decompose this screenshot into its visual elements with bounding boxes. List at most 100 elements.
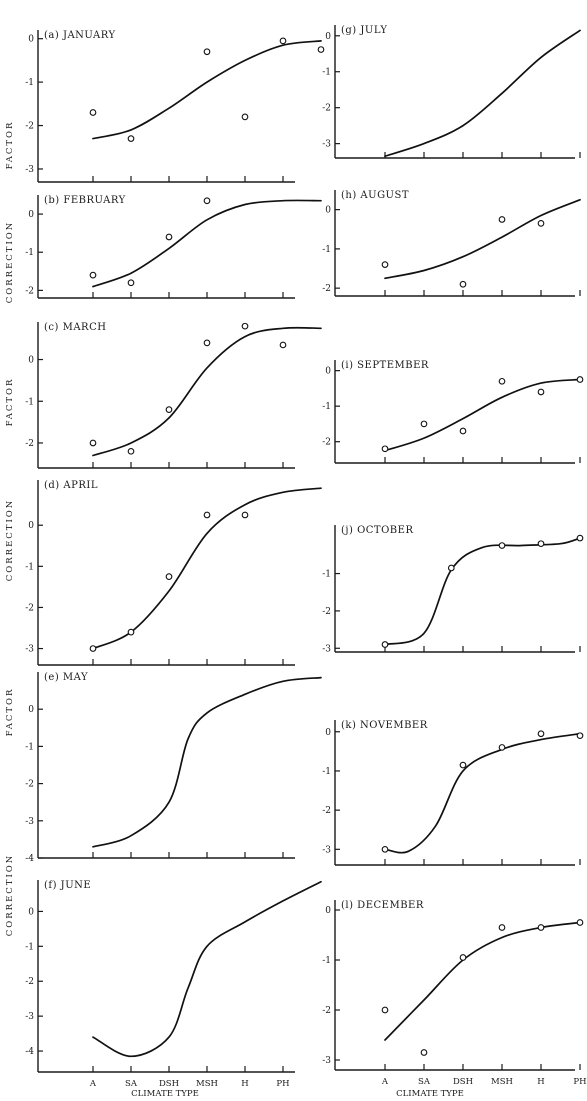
y-axis-labels: FACTOR CORRECTION FACTOR CORRECTION FACT… [5, 121, 15, 937]
x-tick-label: H [537, 1077, 544, 1087]
panel-8: 0 -1 -2 (h) AUGUST [322, 190, 581, 297]
y-tick-label: 0 [28, 521, 34, 531]
data-point [165, 406, 173, 413]
series-line [92, 676, 322, 848]
y-tick-label: 0 [325, 906, 331, 916]
data-point [498, 377, 506, 385]
data-point [89, 109, 97, 116]
y-tick-label: -1 [25, 397, 34, 407]
data-point [420, 420, 428, 428]
data-point [203, 511, 211, 519]
data-point [241, 322, 249, 330]
x-tick-label: SA [125, 1079, 138, 1089]
panel-4: 0 -1 -2 -3 (d) APRIL [25, 480, 322, 666]
y-tick-label: -2 [322, 104, 331, 114]
y-tick-label: -1 [25, 562, 34, 572]
ylabel-factor-2: FACTOR [5, 378, 15, 427]
y-tick-label: -2 [25, 286, 34, 296]
y-tick-label: -2 [25, 603, 34, 613]
data-point [498, 542, 506, 549]
data-point [241, 511, 249, 519]
panel-title: (f) JUNE [44, 880, 91, 891]
x-tick-label: MSH [491, 1077, 513, 1087]
xlabel-climate-type-right: CLIMATE TYPE [396, 1089, 464, 1099]
y-tick-label: -1 [25, 248, 34, 258]
y-tick-label: -1 [322, 956, 331, 966]
data-point [317, 46, 325, 53]
x-tick-label: DSH [453, 1077, 473, 1087]
series-line [92, 880, 322, 1058]
panel-12: 0 -1 -2 -3 A SA DSH MSH H PH (l) DECEMBER [322, 900, 587, 1087]
y-tick-label: -3 [25, 645, 34, 655]
y-tick-label: -3 [322, 845, 331, 855]
data-point [498, 744, 506, 751]
data-point [127, 135, 135, 142]
panel-10: -1 -2 -3 (j) OCTOBER [322, 525, 584, 654]
y-tick-label: -4 [25, 854, 34, 864]
y-tick-label: -1 [25, 942, 34, 952]
data-point [537, 388, 545, 396]
data-point [459, 280, 467, 288]
y-tick-label: -2 [25, 977, 34, 987]
y-tick-label: -4 [25, 1047, 34, 1057]
panel-11: 0 -1 -2 -3 (k) NOVEMBER [322, 720, 584, 866]
data-point [459, 761, 467, 769]
data-point [459, 954, 467, 961]
data-point [89, 645, 97, 652]
x-tick-label: A [89, 1079, 97, 1089]
series-line [384, 732, 581, 854]
y-tick-label: -1 [322, 570, 331, 580]
data-point [127, 447, 135, 455]
series-line [92, 326, 322, 457]
y-tick-label: -1 [322, 68, 331, 78]
data-point [279, 37, 287, 45]
panel-title: (a) JANUARY [44, 30, 116, 41]
series-line [92, 40, 322, 140]
data-point [498, 924, 506, 931]
series-line [384, 921, 581, 1041]
data-point [576, 919, 584, 926]
y-tick-label: 0 [325, 206, 331, 216]
data-point [537, 540, 545, 548]
x-tick-label: DSH [159, 1079, 179, 1089]
y-tick-label: 0 [28, 705, 34, 715]
data-point [576, 376, 584, 383]
x-tick-label: SA [418, 1077, 431, 1087]
y-tick-label: -3 [322, 644, 331, 654]
ylabel-correction-1: CORRECTION [5, 221, 15, 303]
y-tick-label: -2 [322, 806, 331, 816]
panel-9: 0 -1 -2 (i) SEPTEMBER [322, 360, 584, 464]
panel-2: 0 -1 -2 (b) FEBRUARY [25, 195, 322, 299]
panel-title: (e) MAY [44, 672, 88, 683]
y-tick-label: -3 [25, 1012, 34, 1022]
data-point [89, 439, 97, 447]
panel-title: (h) AUGUST [341, 190, 409, 201]
panel-3: 0 -1 -2 (c) MARCH [25, 322, 322, 469]
y-tick-label: -2 [25, 439, 34, 449]
ylabel-correction-3: CORRECTION [5, 854, 15, 936]
x-tick-label: A [381, 1077, 389, 1087]
data-point [420, 1049, 428, 1056]
panels-group: 0 -1 -2 -3 (a) JANUARY 0 -1 -2 (b) FEBRUARY 0 -1 -2… [25, 25, 587, 1089]
data-point [381, 1006, 389, 1014]
y-tick-label: -1 [322, 245, 331, 255]
panel-title: (b) FEBRUARY [44, 195, 126, 206]
y-tick-label: 0 [28, 210, 34, 220]
y-tick-label: -1 [25, 742, 34, 752]
data-point [381, 641, 389, 648]
ylabel-correction-2: CORRECTION [5, 499, 15, 581]
y-tick-label: 0 [325, 367, 331, 377]
panel-title: (k) NOVEMBER [341, 720, 428, 731]
y-tick-label: -3 [25, 817, 34, 827]
series-line [384, 29, 581, 158]
panel-title: (j) OCTOBER [341, 525, 413, 536]
data-point [381, 261, 389, 268]
x-tick-label: H [241, 1079, 248, 1089]
data-point [127, 279, 135, 287]
data-point [576, 732, 584, 740]
y-tick-label: 0 [325, 728, 331, 738]
panel-title: (c) MARCH [44, 322, 106, 333]
y-tick-label: -3 [322, 140, 331, 150]
ylabel-factor-3: FACTOR [5, 688, 15, 737]
panel-5: 0 -1 -2 -3 -4 (e) MAY [25, 672, 322, 864]
